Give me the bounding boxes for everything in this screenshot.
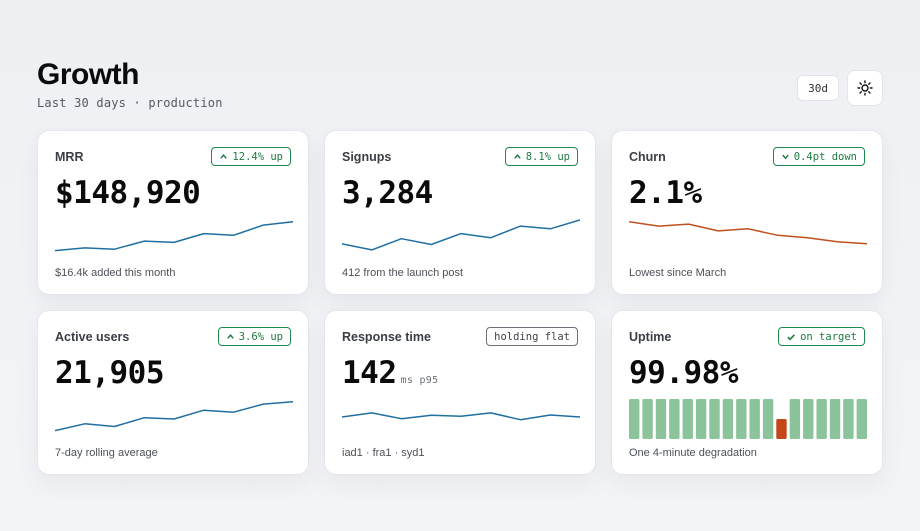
chevron-up-icon [513, 154, 521, 159]
trend-badge: 3.6% up [217, 327, 291, 346]
sparkline [342, 412, 580, 421]
trend-badge: holding flat [486, 327, 578, 346]
badge-text: on target [800, 330, 857, 343]
trend-badge: 0.4pt down [772, 147, 865, 166]
uptime-bar-ok[interactable] [762, 399, 774, 439]
metric-card-signups[interactable]: Signups 8.1% up 3,284 412 from the launc… [324, 130, 596, 295]
sparkline [55, 400, 293, 432]
trend-badge: on target [778, 327, 865, 346]
uptime-bar-ok[interactable] [829, 399, 841, 439]
uptime-bar-ok[interactable] [843, 399, 854, 439]
sparkline-path [55, 400, 293, 432]
uptime-bar-ok[interactable] [695, 399, 707, 439]
uptime-bar-ok[interactable] [642, 399, 653, 439]
header-controls: 30d [797, 70, 883, 106]
card-label: Signups [342, 149, 392, 164]
uptime-bar-ok[interactable] [629, 399, 640, 439]
uptime-bar-ok[interactable] [736, 399, 747, 439]
uptime-bar-degraded[interactable] [776, 419, 787, 439]
sparkline-path [629, 220, 867, 245]
uptime-bar-ok[interactable] [856, 399, 867, 439]
badge-text: 3.6% up [238, 330, 283, 343]
badge-text: 12.4% up [232, 150, 283, 163]
metric-card-uptime[interactable]: Uptime on target 99.98% One 4-minute deg… [611, 310, 883, 475]
trend-badge: 8.1% up [504, 147, 578, 166]
sparkline [55, 220, 293, 252]
sparkline-path [342, 412, 580, 421]
card-note: Lowest since March [629, 267, 727, 279]
uptime-bar-ok[interactable] [789, 399, 801, 439]
metric-card-response-time[interactable]: Response time holding flat 142 ms p95 iad… [324, 310, 596, 475]
theme-toggle-button[interactable] [847, 70, 883, 106]
metric-card-churn[interactable]: Churn 0.4pt down 2.1% Lowest since March [611, 130, 883, 295]
metric-card-mrr[interactable]: MRR 12.4% up $148,920 $16.4k added this … [37, 130, 309, 295]
badge-text: 8.1% up [525, 150, 570, 163]
uptime-bar-ok[interactable] [682, 399, 693, 439]
badge-text: holding flat [494, 330, 570, 343]
metric-value: 21,905 [55, 355, 164, 391]
metric-value: 142 ms p95 [342, 355, 439, 391]
sparkline-path [342, 219, 580, 251]
date-range-button[interactable]: 30d [797, 75, 839, 101]
metric-unit: ms p95 [400, 375, 439, 386]
badge-text: 0.4pt down [793, 150, 857, 163]
card-label: Churn [629, 149, 666, 164]
metric-value: 99.98% [629, 355, 738, 391]
uptime-bar-ok[interactable] [749, 399, 760, 439]
chevron-down-icon [782, 154, 789, 160]
card-note: 412 from the launch post [342, 267, 464, 279]
card-label: Uptime [629, 329, 672, 344]
sparkline [629, 220, 867, 245]
uptime-bar-ok[interactable] [803, 399, 814, 439]
page-title: Growth [37, 58, 139, 91]
metrics-grid: MRR 12.4% up $148,920 $16.4k added this … [37, 130, 883, 475]
uptime-bar-ok[interactable] [669, 399, 680, 439]
chevron-up-icon [226, 334, 234, 339]
metric-value: 3,284 [342, 175, 433, 211]
card-note: One 4-minute degradation [629, 447, 757, 459]
uptime-bar-ok[interactable] [722, 399, 734, 439]
uptime-bar-ok[interactable] [709, 399, 720, 439]
metric-card-active-users[interactable]: Active users 3.6% up 21,905 7-day rollin… [37, 310, 309, 475]
card-label: Active users [55, 329, 130, 344]
card-note: iad1 · fra1 · syd1 [342, 447, 425, 459]
metric-value: $148,920 [55, 175, 201, 211]
card-note: 7-day rolling average [55, 447, 158, 459]
page-subtitle: Last 30 days · production [37, 96, 223, 110]
chevron-up-icon [220, 154, 228, 159]
trend-badge: 12.4% up [211, 147, 291, 166]
metric-value: 2.1% [629, 175, 702, 211]
sparkline-path [55, 220, 293, 252]
check-icon [787, 333, 796, 341]
sparkline [342, 219, 580, 251]
card-note: $16.4k added this month [55, 267, 176, 279]
uptime-bars [629, 399, 867, 439]
sun-icon [857, 80, 873, 96]
card-label: MRR [55, 149, 84, 164]
card-label: Response time [342, 329, 431, 344]
uptime-bar-ok[interactable] [816, 399, 827, 439]
uptime-bar-ok[interactable] [655, 399, 667, 439]
page-header: Growth Last 30 days · production [37, 58, 223, 110]
